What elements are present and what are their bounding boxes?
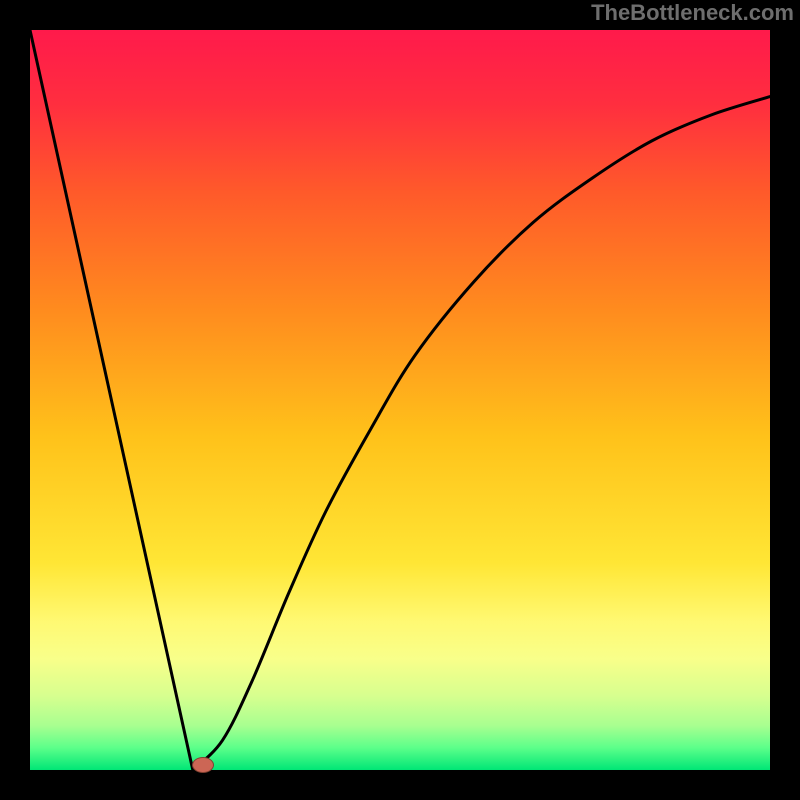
minimum-marker (192, 757, 214, 773)
attribution-label: TheBottleneck.com (591, 0, 794, 26)
gradient-background (30, 30, 770, 770)
plot-area (30, 30, 770, 770)
chart-container: TheBottleneck.com (0, 0, 800, 800)
